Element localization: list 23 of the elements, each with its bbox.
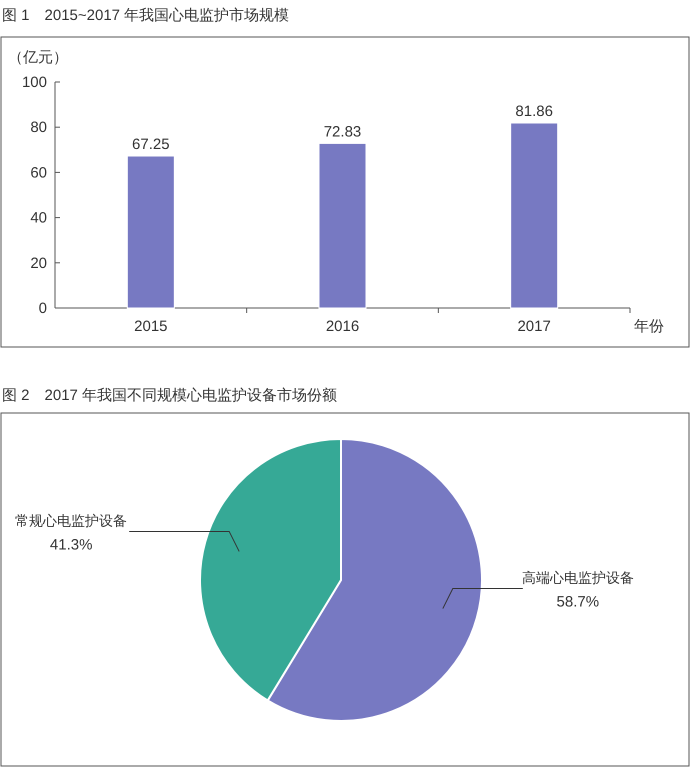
x-axis-title: 年份: [634, 318, 664, 335]
data-label: 41.3%: [50, 536, 92, 554]
bar: [318, 142, 366, 308]
y-tick-label: 60: [30, 164, 47, 182]
data-label: 72.83: [324, 123, 362, 140]
x-tick-label: 2016: [326, 318, 360, 335]
y-axis-title: （亿元）: [8, 49, 68, 66]
y-tick-label: 20: [30, 254, 47, 272]
x-tick-label: 2015: [134, 318, 168, 335]
y-tick-label: 0: [38, 300, 47, 317]
x-tick-label: 2017: [517, 318, 551, 335]
slice-label: 常规心电监护设备: [15, 512, 128, 528]
bar: [126, 156, 175, 308]
y-tick-label: 80: [30, 119, 47, 136]
bar: [510, 122, 558, 308]
slice-label: 高端心电监护设备: [522, 570, 634, 586]
data-label: 81.86: [515, 102, 553, 120]
y-tick-label: 100: [22, 74, 47, 91]
chart-title: 图 1 2015~2017 年我国心电监护市场规模: [2, 7, 290, 24]
y-tick-label: 40: [30, 210, 47, 227]
chart-title: 图 2 2017 年我国不同规模心电监护设备市场份额: [2, 387, 338, 404]
data-label: 58.7%: [556, 594, 600, 611]
data-label: 67.25: [132, 136, 170, 154]
